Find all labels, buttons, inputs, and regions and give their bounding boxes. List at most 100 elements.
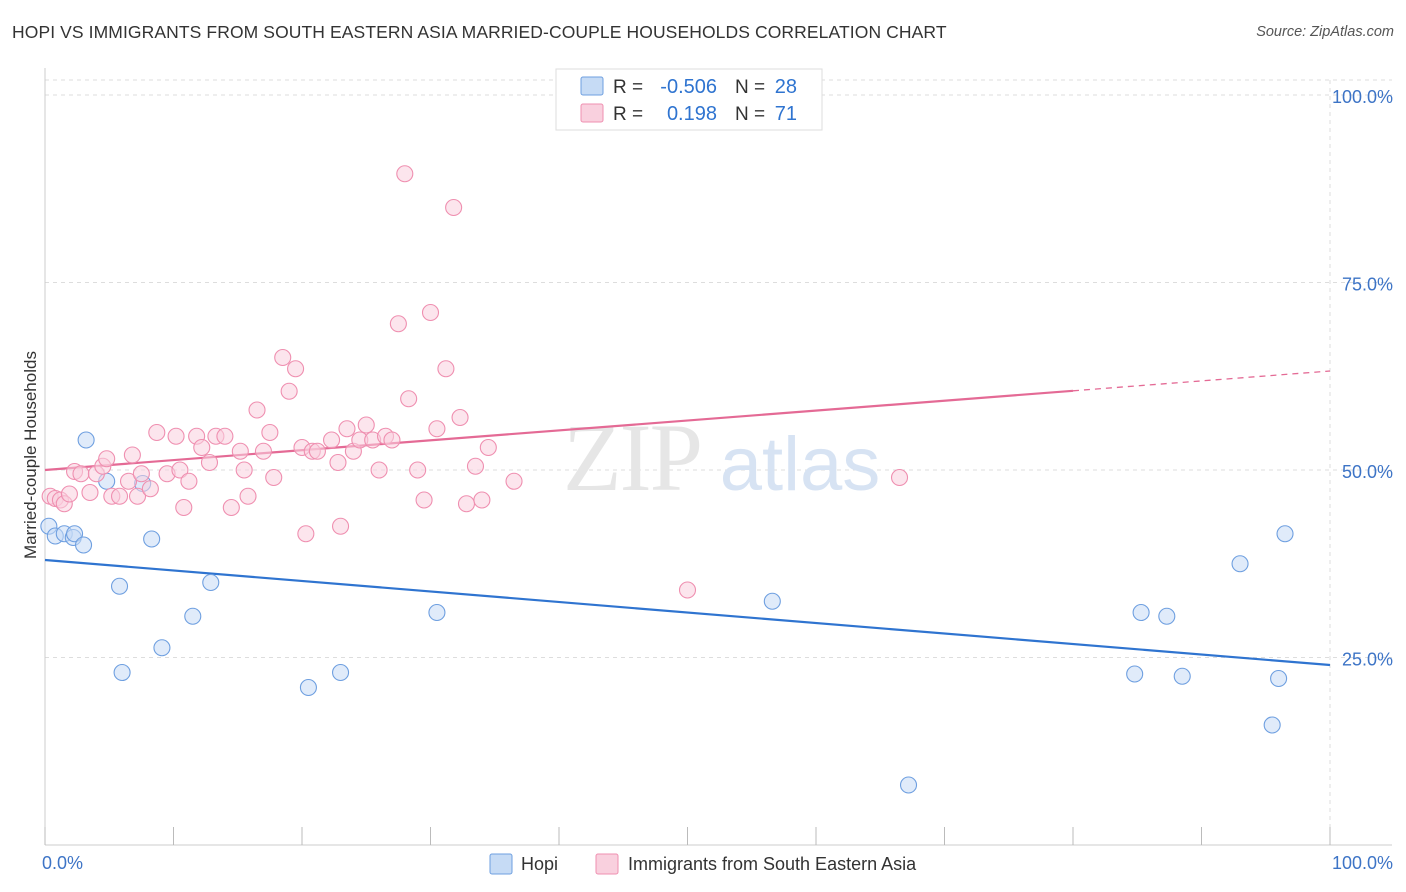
point-sea-44 [323, 431, 341, 449]
point-sea-59 [415, 491, 433, 509]
point-sea-13 [119, 472, 138, 490]
point-sea-68 [479, 438, 497, 457]
point-hopi-27 [1276, 525, 1294, 543]
legend-swatch-hopi [580, 76, 604, 96]
point-hopi-4 [66, 525, 84, 543]
point-sea-38 [280, 382, 298, 400]
point-sea-28 [216, 427, 234, 445]
x-tick-label-start: 0.0% [42, 853, 83, 873]
axes [44, 68, 1392, 846]
trend-line-hopi [44, 558, 1331, 667]
point-sea-17 [141, 480, 159, 498]
point-sea-34 [254, 442, 273, 460]
point-hopi-5 [75, 536, 93, 554]
point-sea-43 [308, 442, 326, 460]
legend-r-label-hopi: R = [613, 77, 643, 98]
point-sea-50 [357, 416, 375, 434]
point-hopi-21 [1132, 603, 1150, 622]
point-sea-22 [175, 498, 193, 517]
point-sea-69 [505, 472, 523, 490]
point-sea-14 [123, 446, 141, 464]
legend-bottom-swatch-sea [595, 853, 619, 875]
data-points [40, 165, 1294, 794]
point-sea-10 [98, 450, 116, 468]
legend-r-label-sea: R = [613, 104, 643, 125]
point-sea-32 [239, 487, 257, 505]
watermark: ZIP atlas [563, 404, 880, 511]
point-sea-16 [132, 465, 150, 483]
point-sea-55 [389, 315, 407, 333]
legend-r-value-sea: 0.198 [667, 103, 717, 125]
point-sea-62 [437, 360, 455, 378]
point-sea-39 [287, 360, 305, 378]
point-hopi-9 [113, 663, 131, 682]
point-hopi-24 [1231, 555, 1249, 573]
point-sea-4 [60, 485, 78, 503]
point-sea-46 [331, 517, 350, 535]
trend-line-sea [44, 389, 1074, 472]
legend-correlation: R = -0.506 N = 28 R = 0.198 N = 71 [555, 68, 823, 131]
point-sea-29 [222, 498, 240, 517]
y-tick-label-50: 50.0% [1342, 462, 1393, 482]
legend-r-value-hopi: -0.506 [660, 76, 717, 98]
point-sea-15 [128, 487, 147, 505]
point-sea-18 [148, 423, 166, 442]
point-hopi-26 [1270, 669, 1288, 688]
point-sea-30 [231, 442, 249, 460]
y-tick-label-75: 75.0% [1342, 275, 1393, 295]
point-sea-6 [72, 465, 90, 483]
point-sea-52 [370, 461, 388, 479]
point-sea-41 [297, 525, 315, 543]
legend-swatch-sea [580, 103, 604, 123]
point-hopi-18 [763, 592, 781, 610]
legend-n-value-sea: 71 [775, 103, 797, 125]
point-hopi-20 [1126, 665, 1144, 683]
point-hopi-16 [331, 663, 350, 682]
legend-series: Hopi Immigrants from South Eastern Asia [489, 853, 917, 875]
point-hopi-23 [1173, 667, 1191, 685]
legend-n-label-sea: N = [735, 104, 765, 125]
point-sea-26 [200, 453, 219, 472]
point-sea-35 [261, 423, 279, 442]
point-sea-47 [338, 420, 356, 438]
point-sea-37 [274, 348, 292, 367]
legend-n-label-hopi: N = [735, 77, 765, 98]
point-sea-7 [81, 483, 99, 502]
point-sea-25 [193, 438, 211, 457]
point-sea-64 [451, 408, 469, 427]
point-sea-23 [180, 472, 198, 490]
point-hopi-17 [428, 603, 446, 622]
point-sea-21 [171, 461, 189, 479]
tick-labels: 25.0% 50.0% 75.0% 100.0% 0.0% 100.0% [42, 87, 1393, 873]
y-tick-label-100: 100.0% [1332, 87, 1393, 107]
point-sea-33 [248, 401, 266, 419]
point-hopi-11 [143, 530, 161, 548]
point-sea-12 [110, 487, 129, 505]
point-sea-67 [473, 491, 491, 509]
trend-lines [44, 370, 1331, 667]
point-hopi-19 [899, 776, 918, 794]
point-sea-58 [409, 461, 427, 479]
point-sea-70 [678, 581, 697, 599]
point-sea-63 [445, 198, 463, 217]
legend-bottom-swatch-hopi [489, 853, 513, 875]
point-hopi-13 [184, 607, 202, 625]
point-sea-45 [329, 453, 347, 472]
y-axis-label: Married-couple Households [21, 351, 40, 559]
point-sea-20 [167, 427, 185, 445]
legend-bottom-label-hopi: Hopi [521, 854, 558, 874]
point-hopi-8 [110, 577, 129, 595]
x-tick-label-end: 100.0% [1332, 853, 1393, 873]
point-sea-56 [396, 165, 414, 183]
point-sea-65 [457, 495, 476, 513]
point-sea-60 [421, 303, 440, 322]
watermark-atlas: atlas [720, 422, 881, 507]
point-sea-54 [383, 431, 401, 449]
point-hopi-12 [153, 639, 171, 657]
point-sea-66 [466, 457, 485, 475]
point-hopi-6 [77, 431, 95, 449]
point-hopi-14 [202, 573, 220, 592]
point-sea-31 [235, 461, 253, 479]
legend-n-value-hopi: 28 [775, 76, 797, 98]
